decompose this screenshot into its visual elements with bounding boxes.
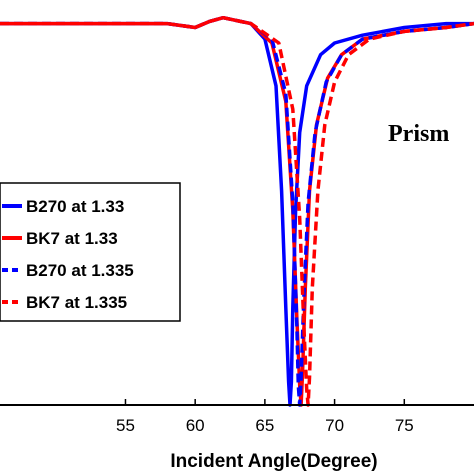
legend-label-2: BK7 at 1.33	[26, 229, 118, 248]
x-tick-label: 75	[395, 416, 414, 435]
x-tick-label: 70	[325, 416, 344, 435]
legend-label-3: B270 at 1.335	[26, 261, 134, 280]
x-tick-label: 60	[186, 416, 205, 435]
series-line-4	[0, 15, 474, 407]
legend: B270 at 1.33 BK7 at 1.33 B270 at 1.335 BK7 …	[0, 182, 181, 322]
legend-label-4: BK7 at 1.335	[26, 293, 127, 312]
legend-label-1: B270 at 1.33	[26, 197, 124, 216]
x-ticks: 55 60 65 70 75	[116, 399, 414, 435]
prism-annotation: Prism	[388, 121, 449, 147]
x-tick-label: 55	[116, 416, 135, 435]
x-axis-label: Incident Angle(Degree)	[170, 451, 377, 472]
legend-box	[0, 182, 181, 322]
x-tick-label: 65	[255, 416, 274, 435]
